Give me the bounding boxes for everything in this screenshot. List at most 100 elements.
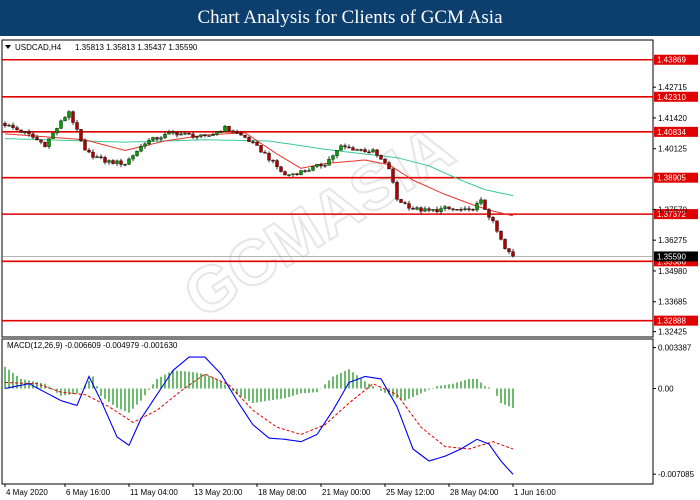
candle[interactable] [415,206,419,211]
candle[interactable] [227,125,231,132]
candle[interactable] [367,149,371,154]
candle[interactable] [279,165,283,173]
dropdown-triangle-icon[interactable] [5,45,11,49]
candle[interactable] [319,162,323,169]
candle[interactable] [191,131,195,139]
candle[interactable] [59,119,63,130]
candle[interactable] [343,143,347,150]
candle[interactable] [307,168,311,172]
candle[interactable] [315,164,319,169]
candle[interactable] [447,206,451,211]
candle[interactable] [439,205,443,215]
candle[interactable] [43,141,47,148]
candle[interactable] [167,129,171,135]
candle[interactable] [39,139,43,145]
candle[interactable] [55,127,59,136]
candle[interactable] [427,206,431,213]
candle[interactable] [459,207,463,212]
candle[interactable] [283,170,287,176]
candle[interactable] [27,129,31,137]
candle[interactable] [127,157,131,166]
candle[interactable] [487,208,491,221]
candle[interactable] [99,154,103,160]
candle[interactable] [323,163,327,168]
candle[interactable] [71,110,75,125]
candle[interactable] [435,206,439,214]
candle[interactable] [19,129,23,133]
candle[interactable] [223,124,227,133]
candle[interactable] [131,154,135,162]
candle[interactable] [275,159,279,170]
candle[interactable] [143,142,147,149]
candle[interactable] [263,150,267,154]
candle[interactable] [503,238,507,250]
candle[interactable] [179,131,183,136]
candle[interactable] [287,174,291,177]
candle[interactable] [79,129,83,143]
candle[interactable] [463,206,467,212]
candle[interactable] [475,201,479,213]
candle[interactable] [471,208,475,212]
candle[interactable] [251,139,255,145]
candle[interactable] [207,135,211,137]
candle[interactable] [83,138,87,151]
candle[interactable] [423,206,427,212]
candle[interactable] [135,150,139,157]
candle[interactable] [303,169,307,173]
candle[interactable] [91,149,95,160]
candle[interactable] [219,130,223,134]
candle[interactable] [175,131,179,138]
candle[interactable] [331,154,335,162]
candle[interactable] [363,147,367,153]
candle[interactable] [379,154,383,160]
candle[interactable] [291,173,295,178]
candle[interactable] [511,249,515,258]
candle[interactable] [163,131,167,140]
candle[interactable] [247,136,251,142]
candle[interactable] [215,131,219,136]
candle[interactable] [327,156,331,166]
candle[interactable] [95,154,99,159]
candle[interactable] [383,157,387,164]
candle[interactable] [195,135,199,140]
candle[interactable] [267,151,271,163]
candle[interactable] [87,147,91,154]
candle[interactable] [75,119,79,132]
candle[interactable] [243,134,247,139]
candle[interactable] [335,150,339,159]
price-chart[interactable]: GCMASIA 1.43869 1.42310 1.40834 1.38905 1.37… [0,36,700,500]
candle[interactable] [399,198,403,203]
candle[interactable] [419,206,423,214]
candle[interactable] [295,172,299,176]
candle[interactable] [339,144,343,151]
candle[interactable] [407,200,411,211]
candle[interactable] [239,131,243,136]
candle[interactable] [467,206,471,212]
candle[interactable] [411,206,415,210]
candle[interactable] [235,129,239,135]
candle[interactable] [139,143,143,153]
candle[interactable] [47,138,51,149]
candle[interactable] [199,134,203,139]
candle[interactable] [187,132,191,136]
candle[interactable] [155,136,159,142]
candle[interactable] [351,145,355,151]
candle[interactable] [67,110,71,121]
candle[interactable] [15,125,19,131]
candle[interactable] [35,134,39,141]
candle[interactable] [159,136,163,142]
candle[interactable] [499,230,503,241]
candle[interactable] [387,161,391,170]
candle[interactable] [103,155,107,165]
candle[interactable] [259,145,263,153]
candle[interactable] [483,199,487,210]
candle[interactable] [147,138,151,146]
candle[interactable] [203,134,207,138]
candle[interactable] [479,197,483,206]
candle[interactable] [107,159,111,165]
candle[interactable] [403,200,407,205]
candle[interactable] [231,129,235,134]
candle[interactable] [271,159,275,164]
candle[interactable] [51,132,55,139]
candle[interactable] [507,248,511,255]
